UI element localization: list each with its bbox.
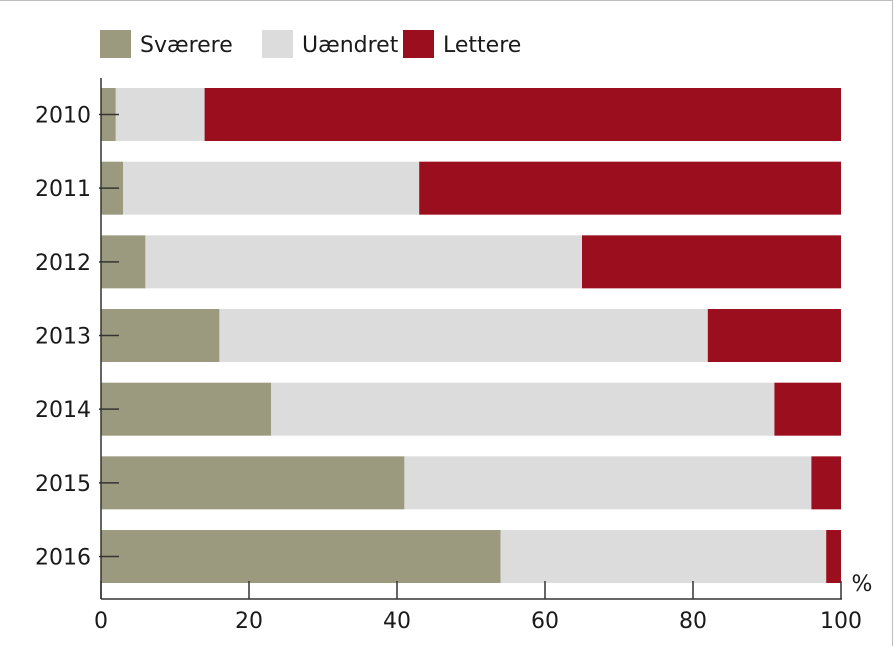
y-tick-label-2016: 2016	[35, 546, 91, 571]
bar-2016-series-0	[101, 530, 501, 584]
x-tick-label-60: 60	[531, 609, 559, 634]
bar-2011-series-1	[123, 161, 420, 215]
bar-2015-series-1	[404, 456, 812, 510]
bar-2014-series-0	[101, 382, 272, 436]
bar-2013-series-0	[101, 309, 220, 363]
bar-2013-series-1	[219, 309, 708, 363]
x-unit-label: %	[852, 572, 873, 597]
chart-legend: Sværere Uændret Lettere	[100, 30, 521, 58]
legend-label-0: Sværere	[140, 33, 233, 58]
bar-2015-series-2	[811, 456, 841, 510]
y-tick-label-2013: 2013	[35, 325, 91, 350]
x-tick-label-80: 80	[679, 609, 707, 634]
legend-label-1: Uændret	[302, 33, 399, 58]
x-tick-label-20: 20	[235, 609, 263, 634]
bar-2014-series-1	[271, 382, 775, 436]
x-tick-label-0: 0	[94, 609, 108, 634]
y-tick-label-2014: 2014	[35, 398, 91, 423]
bar-2013-series-2	[707, 309, 841, 363]
legend-swatch-0	[100, 30, 131, 58]
bar-2016-series-2	[826, 530, 841, 584]
bar-2011-series-2	[419, 161, 841, 215]
legend-swatch-1	[262, 30, 293, 58]
y-tick-label-2010: 2010	[35, 104, 91, 129]
x-tick-label-40: 40	[383, 609, 411, 634]
bar-2015-series-0	[101, 456, 405, 510]
bar-2010-series-2	[204, 88, 842, 141]
bar-2016-series-1	[500, 530, 827, 584]
bar-2010-series-1	[115, 88, 205, 141]
bar-2014-series-2	[774, 382, 841, 436]
legend-swatch-2	[403, 30, 434, 58]
legend-label-2: Lettere	[443, 33, 521, 58]
y-tick-label-2012: 2012	[35, 251, 91, 276]
bar-2012-series-2	[582, 235, 841, 289]
y-tick-label-2015: 2015	[35, 472, 91, 497]
y-tick-label-2011: 2011	[35, 177, 91, 202]
bars-group	[101, 88, 842, 584]
axes-group: 2010 2011 2012 2013 2014 2015 2016 0 20 40 60 80 100…	[35, 78, 872, 634]
x-tick-label-100: 100	[820, 609, 862, 634]
bar-2012-series-1	[145, 235, 582, 289]
